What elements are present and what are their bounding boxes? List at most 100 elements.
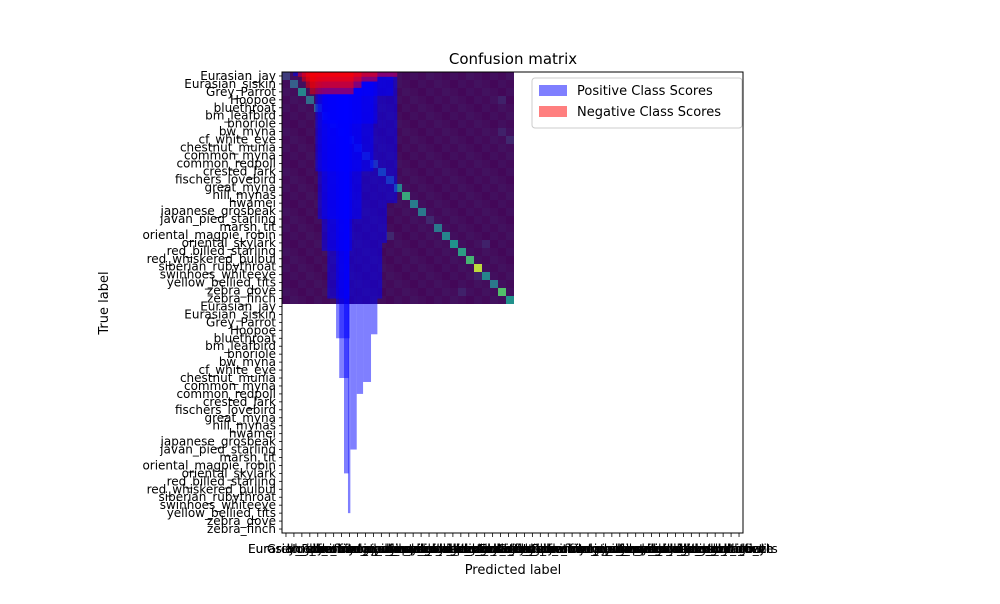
heatmap-cell-diagonal — [418, 208, 426, 216]
heatmap-cell — [490, 272, 498, 280]
heatmap-cell — [426, 192, 434, 200]
y-tick-label: hill_mynas — [212, 419, 276, 433]
heatmap-cell — [482, 184, 490, 192]
heatmap-cell — [482, 248, 490, 256]
heatmap-cell — [426, 264, 434, 272]
heatmap-cell — [426, 136, 434, 144]
y-tick-label: hwamei — [229, 427, 276, 441]
heatmap-cell — [450, 280, 458, 288]
heatmap-cell — [402, 128, 410, 136]
heatmap-cell — [498, 112, 506, 120]
positive-score-bar — [347, 72, 351, 514]
heatmap-cell — [482, 128, 490, 136]
heatmap-cell — [490, 192, 498, 200]
heatmap-cell — [394, 264, 402, 272]
heatmap-cell — [474, 208, 482, 216]
heatmap-cell — [290, 296, 298, 304]
y-tick-label: oriental_skylark — [182, 236, 276, 250]
x-tick-label: javan_pied_starling — [601, 542, 718, 556]
heatmap-cell — [466, 248, 474, 256]
heatmap-cell — [282, 280, 290, 288]
heatmap-cell — [418, 112, 426, 120]
heatmap-cell — [498, 256, 506, 264]
heatmap-cell — [434, 144, 442, 152]
heatmap-cell — [466, 88, 474, 96]
heatmap-cell — [506, 152, 514, 160]
axes-frame — [281, 71, 744, 534]
heatmap-cell — [306, 232, 314, 240]
heatmap-cell — [394, 224, 402, 232]
heatmap-cell — [410, 216, 418, 224]
x-tick-label: Eurasian_siskin — [479, 542, 571, 556]
heatmap-cell-diagonal — [434, 224, 442, 232]
heatmap-cell — [298, 168, 306, 176]
heatmap-cell — [402, 160, 410, 168]
heatmap-cell — [402, 288, 410, 296]
heatmap-cell — [282, 160, 290, 168]
heatmap-cell — [450, 144, 458, 152]
positive-score-bar — [382, 72, 387, 243]
x-tick-label: zebra_dove — [697, 542, 766, 556]
y-tick-label: fischers_lovebird — [175, 172, 276, 186]
heatmap-cell — [394, 80, 402, 88]
y-tick-label: swinhoes_whiteeye — [160, 268, 276, 282]
heatmap-cell — [482, 160, 490, 168]
heatmap-cell — [450, 248, 458, 256]
heatmap-cell — [426, 248, 434, 256]
heatmap-cell — [482, 192, 490, 200]
heatmap-cell — [466, 264, 474, 272]
y-tick-label: hill_mynas — [212, 188, 276, 202]
heatmap-cell — [482, 120, 490, 128]
heatmap-cell — [410, 168, 418, 176]
heatmap-cell — [282, 264, 290, 272]
heatmap-cell — [458, 232, 466, 240]
heatmap-cell — [458, 168, 466, 176]
heatmap-cell — [386, 264, 394, 272]
heatmap-cell — [490, 224, 498, 232]
heatmap-cell — [394, 200, 402, 208]
heatmap-cell — [394, 88, 402, 96]
heatmap-cell — [298, 136, 306, 144]
x-tick-label: bluethroat — [517, 542, 580, 556]
heatmap-cell — [386, 248, 394, 256]
x-tick-label: hwamei — [620, 542, 667, 556]
heatmap-cell — [394, 152, 402, 160]
heatmap-cell — [386, 216, 394, 224]
heatmap-cell — [298, 192, 306, 200]
heatmap-cell — [322, 272, 330, 280]
heatmap-cell — [394, 104, 402, 112]
x-tick-label: crested_lark — [575, 542, 648, 556]
y-tick-label: bm_leafbird — [205, 109, 276, 123]
heatmap-cell — [306, 200, 314, 208]
heatmap-cell — [474, 280, 482, 288]
heatmap-cell — [490, 152, 498, 160]
heatmap-cell — [298, 248, 306, 256]
y-tick-label: fischers_lovebird — [175, 403, 276, 417]
heatmap-cell — [426, 112, 434, 120]
heatmap-cell — [490, 256, 498, 264]
heatmap-cell — [394, 272, 402, 280]
y-tick-label: swinhoes_whiteeye — [160, 498, 276, 512]
heatmap-cell-diagonal — [426, 216, 434, 224]
heatmap-cell — [306, 144, 314, 152]
y-axis-label: True label — [97, 271, 112, 335]
heatmap-cell — [434, 96, 442, 104]
heatmap-cell — [458, 184, 466, 192]
heatmap-cell — [402, 112, 410, 120]
x-tick-label: cf_white_eye — [311, 542, 389, 556]
x-tick-label: marsh_tit — [639, 542, 696, 556]
heatmap-cell — [426, 224, 434, 232]
heatmap-cell — [402, 144, 410, 152]
heatmap-cell — [298, 224, 306, 232]
heatmap-cell — [426, 160, 434, 168]
heatmap-cell — [498, 176, 506, 184]
heatmap-cell — [474, 176, 482, 184]
x-tick-label: siberian_rubythroat — [418, 542, 536, 556]
heatmap-cell — [450, 288, 458, 296]
heatmap-cell — [458, 200, 466, 208]
x-tick-label: bw_myna — [544, 542, 601, 556]
heatmap-cell — [322, 296, 330, 304]
heatmap-cell — [498, 216, 506, 224]
heatmap-cell — [418, 104, 426, 112]
